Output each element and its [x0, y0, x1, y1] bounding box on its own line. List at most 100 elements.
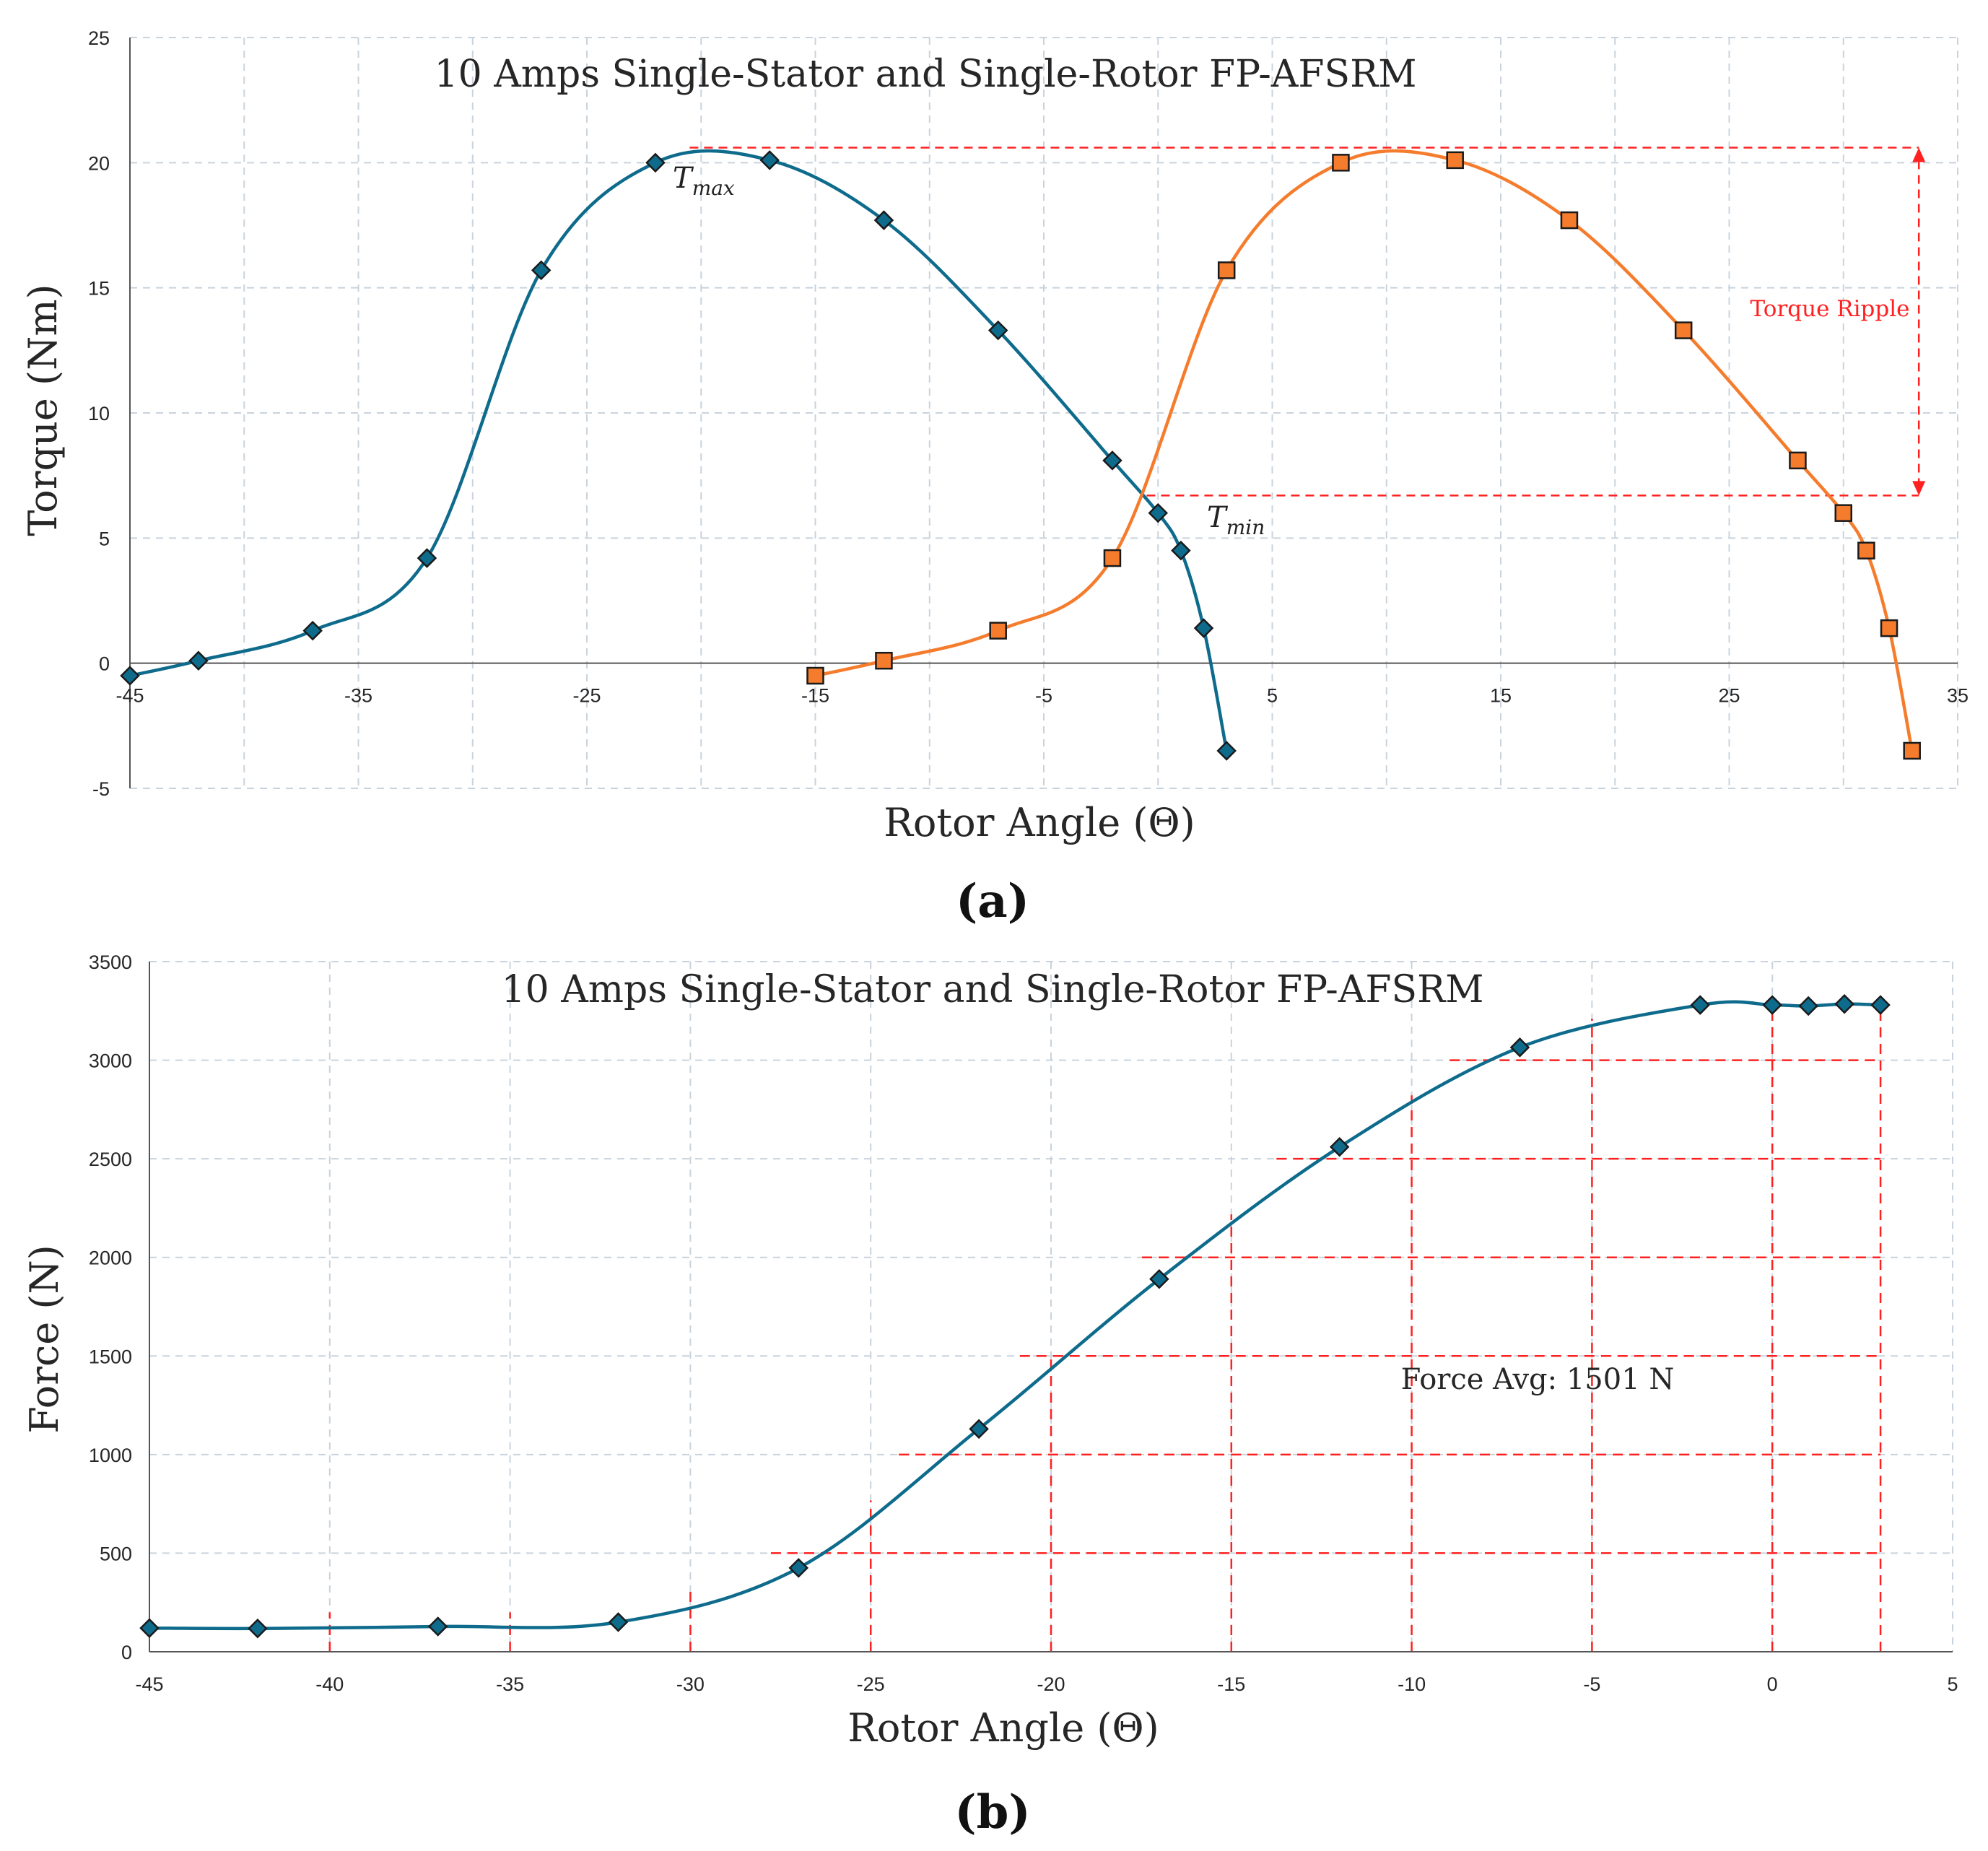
- torque-x-tick-label: -35: [344, 685, 372, 707]
- force-point-diamond: [1329, 1136, 1350, 1157]
- torque-point-diamond: [759, 150, 780, 170]
- tmax-label-main: T: [673, 162, 694, 195]
- tmax-label: Tmax: [673, 162, 735, 200]
- force-x-axis-label: Rotor Angle (Θ): [847, 1705, 1159, 1751]
- torque-point-square: [1857, 541, 1875, 559]
- force-x-tick-label: -5: [1583, 1673, 1600, 1695]
- torque-ripple-arrow-down: [1912, 481, 1926, 496]
- torque-y-tick-label: 10: [88, 403, 110, 424]
- force-series-line: [149, 1000, 1881, 1631]
- torque-point-diamond: [1193, 618, 1214, 638]
- force-point-diamond: [427, 1616, 448, 1637]
- force-x-tick-label: 0: [1767, 1673, 1778, 1695]
- tmin-label-sub: min: [1226, 515, 1265, 539]
- force-x-tick-labels: -45 -40 -35 -30 -25 -20 -15 -10 -5 0 5: [135, 1673, 1958, 1695]
- force-x-tick-label: -45: [135, 1673, 163, 1695]
- torque-point-diamond: [302, 620, 323, 641]
- torque-x-tick-label: -5: [1035, 685, 1052, 707]
- torque-axes: [129, 38, 1958, 788]
- force-y-axis-label: Force (N): [22, 1245, 67, 1434]
- torque-x-tick-label: -45: [115, 685, 144, 707]
- panel-label-b: (b): [954, 1785, 1030, 1839]
- torque-point-square: [989, 622, 1007, 640]
- torque-grid: [130, 37, 1958, 789]
- force-y-tick-labels: 0 500 1000 1500 2000 2500 3000 3500: [89, 951, 132, 1663]
- force-axes: [149, 962, 1953, 1652]
- torque-y-tick-labels: -5 0 5 10 15 20 25: [88, 27, 110, 800]
- torque-point-square: [1560, 211, 1579, 230]
- torque-point-diamond: [645, 152, 666, 173]
- force-y-tick-label: 1000: [89, 1445, 132, 1466]
- torque-x-axis-label: Rotor Angle (Θ): [884, 800, 1195, 845]
- torque-point-square: [1789, 451, 1807, 470]
- torque-point-diamond: [188, 650, 209, 671]
- force-point-diamond: [1762, 995, 1782, 1015]
- torque-point-diamond: [1102, 450, 1122, 471]
- force-x-tick-label: 5: [1947, 1673, 1958, 1695]
- torque-point-square: [1834, 504, 1852, 522]
- torque-y-tick-label: 20: [88, 152, 110, 174]
- torque-point-diamond: [1216, 741, 1237, 761]
- torque-chart: -45 -35 -25 -15 -5 5 15 25 35 -5 0 5 10 15 20 25 10 Am…: [20, 27, 1969, 928]
- force-y-tick-label: 2000: [89, 1247, 132, 1269]
- torque-point-diamond: [531, 260, 552, 281]
- torque-point-square: [1217, 261, 1236, 279]
- torque-x-tick-label: -25: [572, 685, 601, 707]
- torque-point-square: [1103, 549, 1122, 567]
- force-x-tick-label: -15: [1217, 1673, 1245, 1695]
- force-y-tick-label: 500: [100, 1543, 132, 1564]
- torque-point-square: [806, 666, 824, 685]
- torque-point-diamond: [1171, 540, 1191, 561]
- force-x-tick-label: -10: [1398, 1673, 1426, 1695]
- torque-x-tick-label: -15: [801, 685, 829, 707]
- torque-y-tick-label: 0: [99, 653, 110, 675]
- torque-point-diamond: [417, 548, 437, 568]
- torque-point-square: [1880, 619, 1898, 637]
- torque-point-diamond: [988, 320, 1008, 341]
- force-x-tick-label: -20: [1037, 1673, 1065, 1695]
- force-y-tick-label: 2500: [89, 1149, 132, 1170]
- torque-point-diamond: [873, 210, 894, 230]
- force-chart-title: 10 Amps Single-Stator and Single-Rotor F…: [502, 968, 1484, 1011]
- torque-series: [120, 149, 1921, 761]
- force-y-tick-label: 3500: [89, 951, 132, 973]
- torque-y-tick-label: 5: [99, 528, 110, 549]
- force-series: [139, 993, 1891, 1639]
- torque-point-square: [1674, 321, 1693, 339]
- force-point-diamond: [969, 1419, 989, 1440]
- force-point-diamond: [1798, 996, 1818, 1016]
- force-point-diamond: [788, 1558, 809, 1578]
- tmax-label-sub: max: [692, 176, 735, 200]
- force-point-diamond: [1870, 995, 1891, 1015]
- torque-ripple-label: Torque Ripple: [1751, 296, 1910, 322]
- torque-y-tick-label: 15: [88, 278, 110, 300]
- torque-x-tick-label: 5: [1267, 685, 1278, 707]
- force-point-diamond: [608, 1612, 629, 1632]
- tmin-label: Tmin: [1207, 501, 1265, 539]
- panel-label-a: (a): [956, 874, 1029, 928]
- torque-series-line: [815, 149, 1914, 752]
- force-x-tick-label: -35: [496, 1673, 524, 1695]
- torque-y-tick-label: 25: [88, 27, 110, 49]
- torque-y-axis-label: Torque (Nm): [20, 284, 66, 536]
- torque-ripple-guides: [689, 147, 1926, 497]
- torque-point-diamond: [120, 666, 140, 686]
- torque-point-square: [1332, 154, 1350, 172]
- force-grid: [149, 961, 1953, 1652]
- torque-ripple-arrow-up: [1912, 147, 1926, 162]
- torque-series-line: [129, 149, 1229, 752]
- torque-x-tick-label: 25: [1718, 685, 1740, 707]
- torque-point-square: [875, 651, 893, 670]
- force-point-diamond: [139, 1618, 160, 1638]
- torque-x-tick-labels: -45 -35 -25 -15 -5 5 15 25 35: [115, 685, 1969, 707]
- force-average-label: Force Avg: 1501 N: [1401, 1363, 1675, 1396]
- tmin-label-main: T: [1207, 501, 1229, 534]
- force-average-guides: [328, 1001, 1882, 1652]
- torque-point-square: [1903, 741, 1921, 760]
- force-point-diamond: [248, 1619, 268, 1639]
- force-y-tick-label: 0: [121, 1642, 132, 1663]
- torque-x-tick-label: 15: [1490, 685, 1512, 707]
- force-y-tick-label: 1500: [89, 1346, 132, 1367]
- force-x-tick-label: -30: [676, 1673, 705, 1695]
